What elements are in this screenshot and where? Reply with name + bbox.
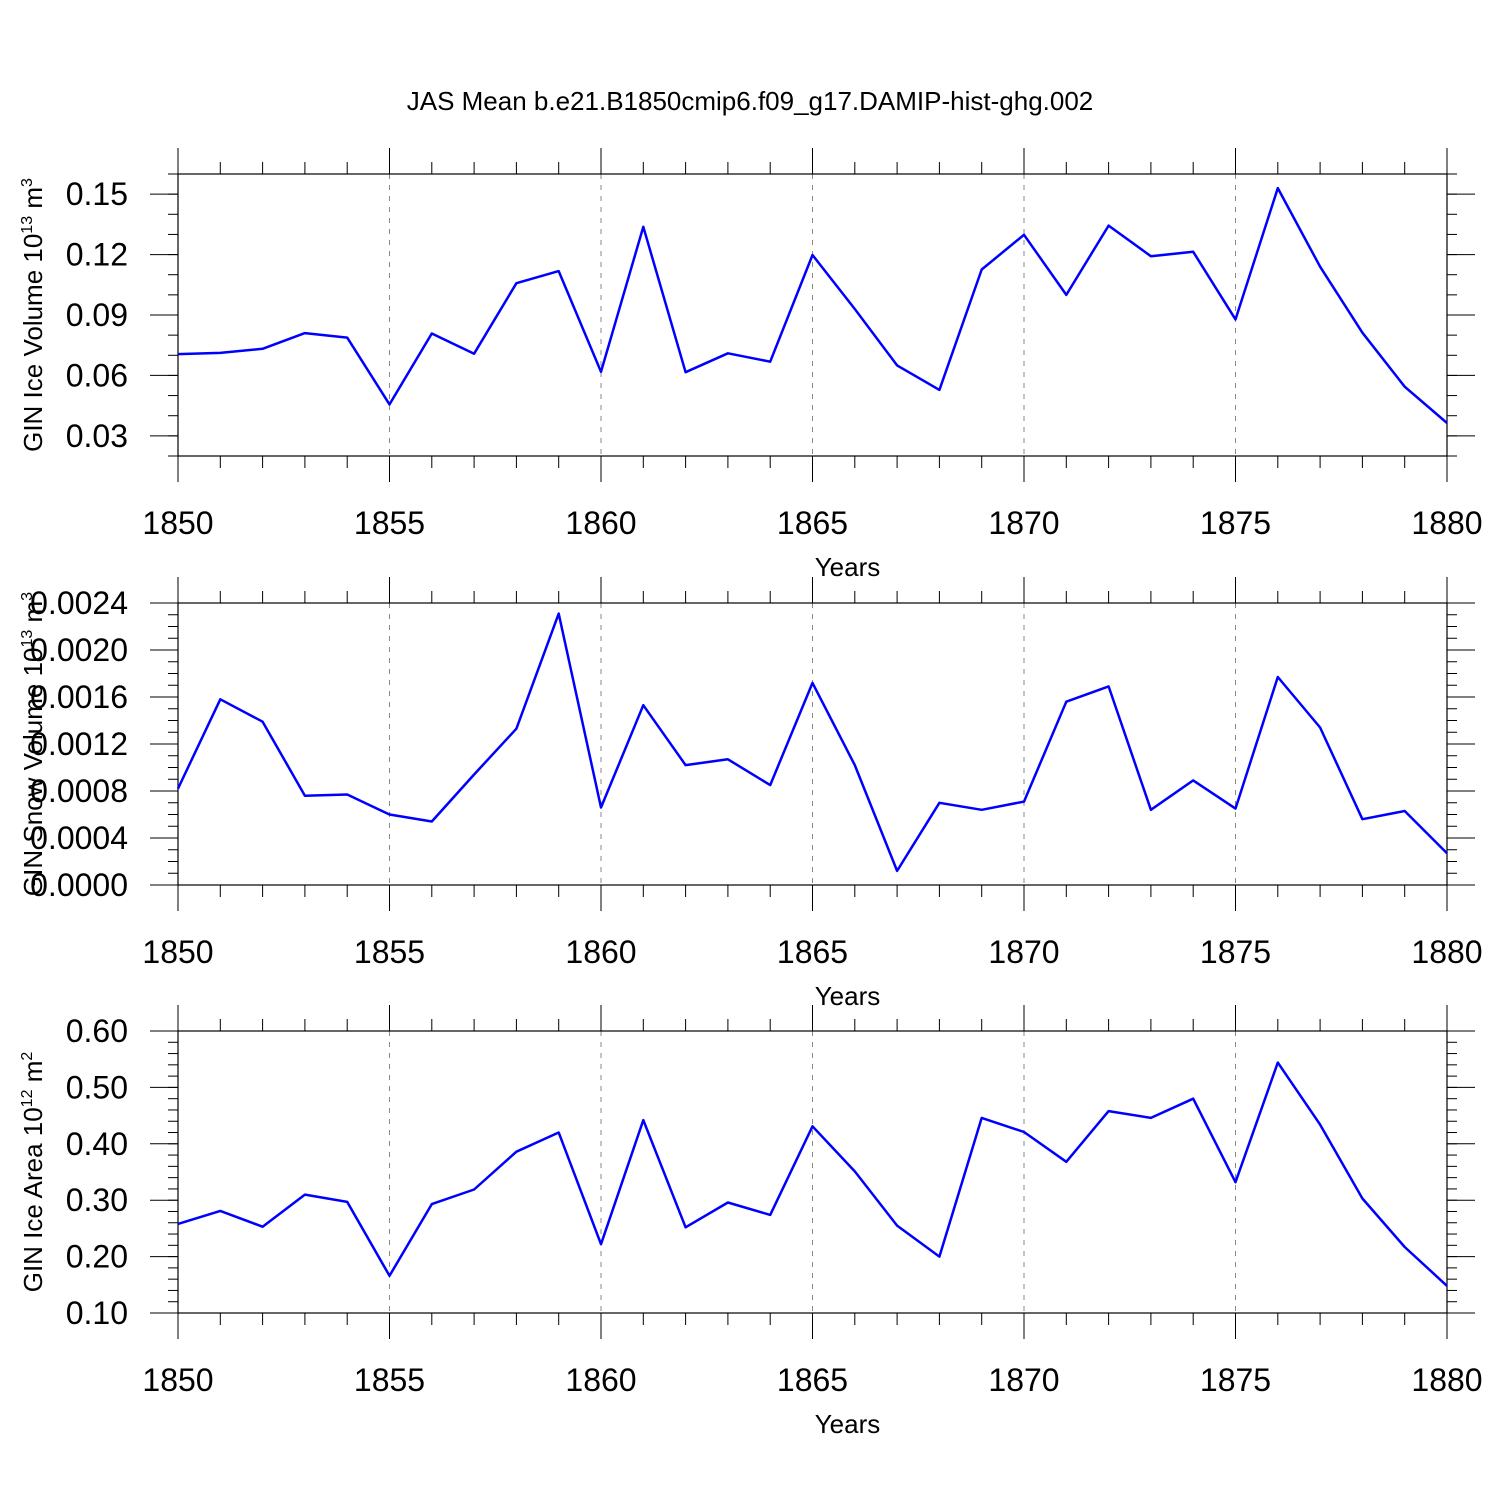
x-tick-label: 1875	[1200, 1362, 1271, 1398]
y-axis-label-text: GIN Ice Volume 10	[18, 234, 48, 452]
x-tick-label: 1865	[777, 934, 848, 970]
y-tick-label: 0.0020	[30, 632, 128, 668]
x-axis-label: Years	[815, 981, 881, 1011]
y-axis-label-unit-exponent: 2	[19, 1052, 36, 1061]
x-tick-label: 1850	[142, 1362, 213, 1398]
label-clip-bottom	[0, 908, 60, 928]
x-tick-label: 1875	[1200, 505, 1271, 541]
y-axis-label: GIN Snow Volume 1013 m3	[18, 592, 48, 896]
x-tick-label: 1875	[1200, 934, 1271, 970]
y-tick-label: 0.0004	[30, 820, 128, 856]
x-tick-label: 1860	[565, 934, 636, 970]
x-axis-label: Years	[815, 1409, 881, 1439]
y-tick-label: 0.12	[66, 237, 128, 273]
x-tick-label: 1855	[354, 1362, 425, 1398]
chart-panel-2: 0.0000 0.0004 0.0008 0.0012 0.0016 0.0020 0.00…	[18, 577, 1483, 1011]
y-tick-label: 0.09	[66, 297, 128, 333]
y-tick-label: 0.60	[66, 1013, 128, 1049]
label-clip-top	[0, 560, 60, 580]
y-tick-label: 0.50	[66, 1069, 128, 1105]
y-tick-label: 0.40	[66, 1126, 128, 1162]
x-tick-label: 1855	[354, 934, 425, 970]
series-line	[177, 186, 1448, 424]
y-axis-label-unit: m	[18, 601, 48, 630]
y-tick-label: 0.0000	[30, 867, 128, 903]
y-tick-label: 0.10	[66, 1295, 128, 1331]
y-tick-label: 0.30	[66, 1182, 128, 1218]
plot-frame	[177, 173, 1448, 457]
y-axis-label-text: GIN Ice Area 10	[18, 1107, 48, 1292]
y-axis-label-unit-exponent: 3	[19, 592, 36, 601]
y-axis-label-exponent: 12	[19, 1089, 36, 1107]
x-tick-label: 1880	[1411, 505, 1482, 541]
chart-panel-1: 0.03 0.06 0.09 0.12 0.15 1850 1855 1860 1865 1870…	[18, 148, 1483, 582]
x-tick-label: 1865	[777, 1362, 848, 1398]
x-axis-label: Years	[815, 552, 881, 582]
plot-frame	[177, 602, 1448, 886]
y-tick-label: 0.0024	[30, 585, 128, 621]
x-tick-label: 1870	[988, 505, 1059, 541]
plot-frame	[177, 1030, 1448, 1314]
x-tick-label: 1860	[565, 1362, 636, 1398]
y-axis-label-text: GIN Snow Volume 10	[18, 648, 48, 897]
y-axis-label: GIN Ice Volume 1013 m3	[18, 178, 48, 452]
y-tick-label: 0.0016	[30, 679, 128, 715]
x-tick-label: 1880	[1411, 934, 1482, 970]
x-tick-label: 1870	[988, 934, 1059, 970]
x-tick-label: 1865	[777, 505, 848, 541]
y-axis-label-unit-exponent: 3	[19, 178, 36, 187]
y-axis-label-exponent: 13	[19, 630, 36, 648]
x-tick-label: 1860	[565, 505, 636, 541]
series-line	[176, 612, 1448, 873]
chart-title: JAS Mean b.e21.B1850cmip6.f09_g17.DAMIP-…	[407, 86, 1094, 116]
y-axis-label-exponent: 13	[19, 216, 36, 234]
y-tick-label: 0.15	[66, 176, 128, 212]
x-tick-label: 1850	[142, 505, 213, 541]
y-axis-label: GIN Ice Area 1012 m2	[18, 1052, 48, 1293]
y-tick-label: 0.0008	[30, 773, 128, 809]
x-tick-label: 1850	[142, 934, 213, 970]
y-tick-label: 0.06	[66, 357, 128, 393]
x-tick-label: 1855	[354, 505, 425, 541]
y-axis-label-unit: m	[18, 187, 48, 216]
x-tick-label: 1870	[988, 1362, 1059, 1398]
series-line	[177, 1061, 1448, 1287]
x-tick-label: 1880	[1411, 1362, 1482, 1398]
chart-panel-3: 0.10 0.20 0.30 0.40 0.50 0.60 1850 1855 1860 1865…	[18, 1005, 1483, 1439]
y-axis-label-unit: m	[18, 1061, 48, 1090]
y-tick-label: 0.0012	[30, 726, 128, 762]
y-tick-label: 0.20	[66, 1239, 128, 1275]
y-tick-label: 0.03	[66, 418, 128, 454]
